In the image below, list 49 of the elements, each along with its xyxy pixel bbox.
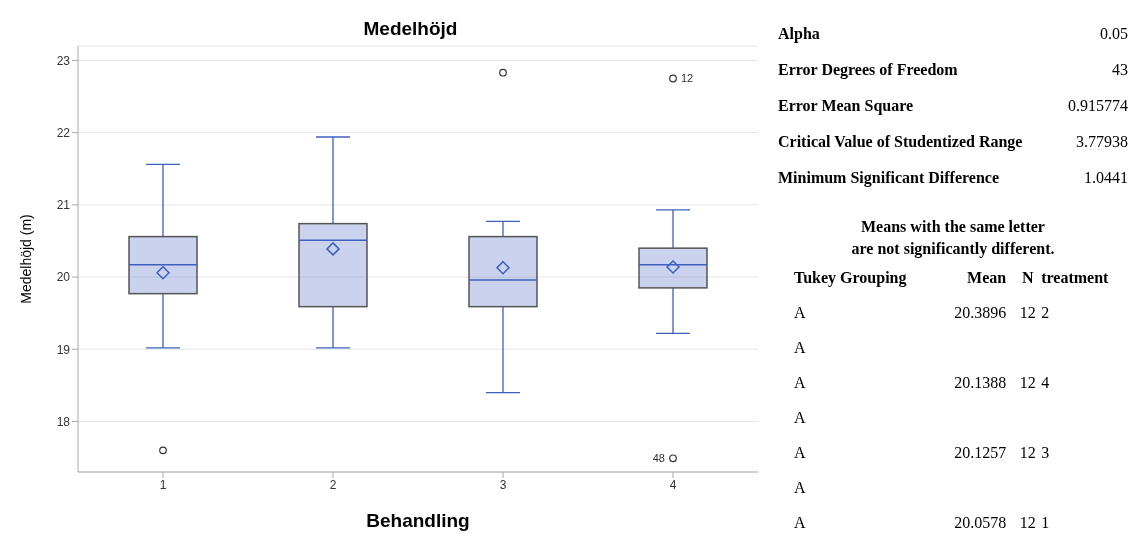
text: Critical Value of Studentized Range [778, 133, 1023, 151]
text: 12 [1018, 513, 1037, 532]
text: 12 [1018, 373, 1037, 392]
text: 20.1257 [953, 443, 1008, 462]
y-axis-title: Medelhöjd (m) [17, 214, 34, 304]
text: 3.77938 [1076, 133, 1128, 151]
text: Alpha [778, 25, 820, 43]
text: 12 [1018, 303, 1037, 322]
text: 3 [1041, 443, 1051, 462]
x-axis-title: Behandling [366, 510, 470, 531]
chart-title: Medelhöjd [362, 18, 459, 40]
text: 12 [1018, 443, 1037, 462]
text: A [794, 478, 807, 497]
x-tick-label: 2 [329, 477, 337, 492]
text: Error Degrees of Freedom [778, 61, 958, 79]
text: 20.1388 [953, 373, 1008, 392]
text: Minimum Significant Difference [778, 169, 1000, 187]
text: Error Mean Square [778, 97, 914, 115]
y-tick-label: 22 [56, 125, 71, 140]
text: 20.3896 [953, 303, 1008, 322]
text: 1 [1041, 513, 1051, 532]
text: Tukey Grouping [794, 268, 908, 287]
text: Means with the same letter are not significantly different. [850, 217, 1056, 260]
y-tick-label: 21 [56, 198, 71, 213]
text: A [794, 303, 807, 322]
y-tick-label: 19 [56, 342, 71, 357]
text: 2 [1041, 303, 1051, 322]
text: 43 [1112, 61, 1128, 79]
text: Mean [966, 268, 1008, 287]
text: A [794, 408, 807, 427]
text: A [794, 443, 807, 462]
text: 0.915774 [1068, 97, 1128, 115]
text: 4 [1041, 373, 1051, 392]
x-tick-label: 4 [669, 477, 677, 492]
y-tick-label: 18 [56, 414, 71, 429]
text: 1.0441 [1084, 169, 1128, 187]
x-tick-label: 3 [499, 477, 507, 492]
annotation: 48 [652, 452, 665, 465]
text: N [1020, 268, 1035, 287]
y-tick-label: 20 [56, 270, 71, 285]
text: 0.05 [1100, 25, 1128, 43]
annotation: 12 [681, 72, 694, 85]
text: A [794, 338, 807, 357]
text: A [794, 513, 807, 532]
text: A [794, 373, 807, 392]
text: treatment [1041, 268, 1110, 287]
text: 20.0578 [953, 513, 1008, 532]
y-tick-label: 23 [56, 53, 71, 68]
x-tick-label: 1 [159, 477, 167, 492]
